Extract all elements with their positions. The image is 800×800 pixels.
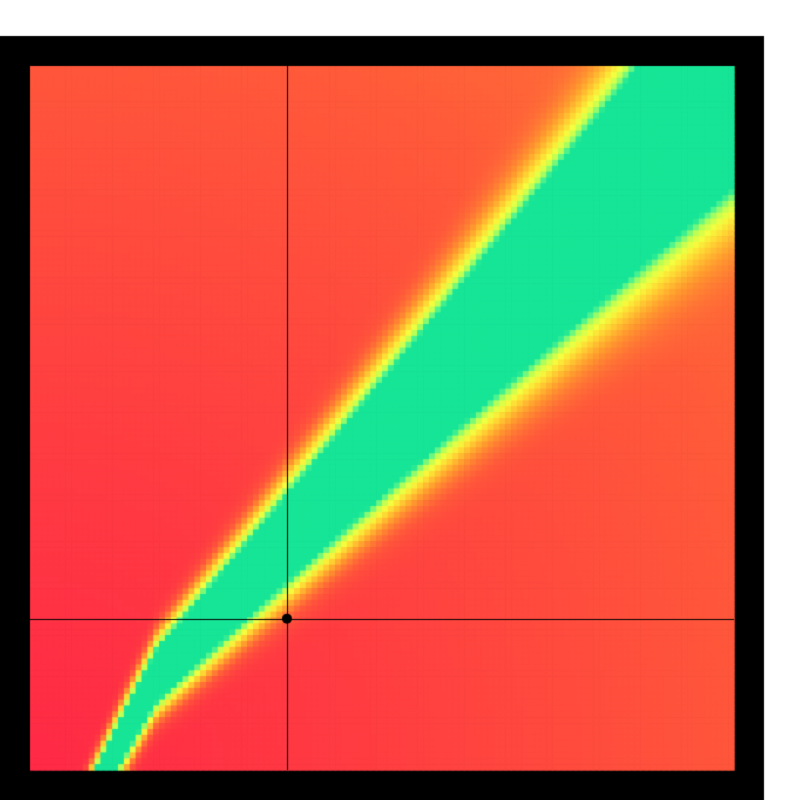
bottleneck-heatmap (0, 0, 800, 800)
